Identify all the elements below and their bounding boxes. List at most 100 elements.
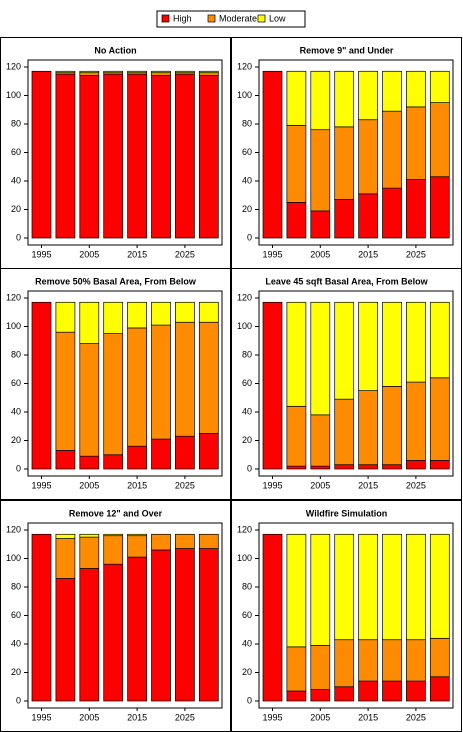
bar-segment [358,193,378,239]
y-tick-label: 120 [237,61,252,71]
y-tick-label: 60 [11,147,21,157]
bar-segment [127,301,147,329]
bar-segment [429,301,450,379]
bar-segment [127,73,147,239]
bar-segment [286,646,307,692]
y-tick-label: 0 [16,232,21,242]
bar-segment [334,301,355,400]
y-tick-label: 0 [247,695,252,705]
bar-segment [382,464,402,470]
x-tick-label: 2025 [406,480,426,490]
bar-segment [358,639,378,682]
bar-segment [175,548,195,702]
x-tick-label: 2015 [127,249,147,259]
bar-segment [175,533,195,549]
bar-segment [55,538,76,579]
bar-segment [127,535,147,558]
bar-segment [151,70,171,74]
x-tick-label: 1995 [262,480,282,490]
bar-segment [127,533,147,537]
panel-border [231,268,462,500]
bar-segment [103,70,124,74]
bar-segment [55,331,76,451]
bar-segment [286,301,307,407]
y-tick-label: 80 [11,349,21,359]
chart-title: Remove 9" and Under [300,45,394,55]
panel-border [0,268,231,500]
bar-segment [151,533,171,551]
bar-segment [151,549,171,702]
y-tick-label: 40 [242,406,252,416]
bar-segment [103,535,124,565]
bar-segment [79,70,100,74]
bar-segment [310,689,331,702]
x-tick-label: 2005 [79,249,99,259]
bar-segment [286,533,307,648]
x-tick-label: 1995 [31,712,51,722]
y-tick-label: 120 [237,524,252,534]
x-tick-label: 2015 [127,480,147,490]
bar-segment [358,119,378,195]
y-tick-label: 40 [242,638,252,648]
y-tick-label: 60 [242,610,252,620]
bar-segment [103,533,124,537]
y-tick-label: 120 [6,524,21,534]
bar-segment [334,70,355,128]
bar-segment [358,301,378,391]
bar-segment [151,75,171,239]
bar-segment [55,578,76,702]
bar-segment [198,75,219,239]
bar-segment [334,464,355,470]
bar-segment [429,637,450,678]
y-tick-label: 100 [6,553,21,563]
y-tick-label: 60 [242,147,252,157]
y-tick-label: 60 [11,610,21,620]
bar-segment [382,639,402,682]
x-tick-label: 2025 [406,249,426,259]
bar-segment [429,460,450,470]
bar-segment [175,70,195,74]
bar-segment [382,110,402,189]
y-tick-label: 0 [247,232,252,242]
y-tick-label: 40 [11,175,21,185]
bar-segment [79,455,100,470]
bar-segment [55,301,76,333]
bar-segment [406,70,426,108]
bar-segment [286,465,307,470]
bar-segment [151,324,171,440]
chart-title: Remove 50% Basal Area, From Below [35,276,197,286]
bar-segment [262,70,283,239]
y-tick-label: 0 [16,695,21,705]
bar-segment [55,73,76,239]
bar-segment [31,533,52,702]
bar-segment [382,680,402,702]
bar-segment [310,465,331,470]
y-tick-label: 80 [242,118,252,128]
bar-segment [79,75,100,239]
bar-segment [103,301,124,334]
bar-segment [406,301,426,383]
bar-segment [151,72,171,76]
legend-box [156,10,306,28]
bar-segment [262,301,283,470]
chart-title: Wildfire Simulation [306,508,387,518]
bar-segment [310,414,331,467]
bar-segment [382,386,402,466]
bar-segment [310,129,331,212]
bar-segment [79,72,100,76]
bar-segment [175,321,195,437]
y-tick-label: 100 [6,321,21,331]
bar-segment [358,680,378,702]
legend-label: High [173,13,192,23]
x-tick-label: 2005 [79,712,99,722]
bar-segment [151,438,171,470]
bar-segment [358,390,378,466]
y-tick-label: 20 [242,204,252,214]
bar-segment [198,433,219,470]
bar-segment [31,70,52,239]
bar-segment [310,301,331,416]
y-tick-label: 20 [242,667,252,677]
bar-segment [382,301,402,387]
x-tick-label: 2015 [358,480,378,490]
x-tick-label: 2025 [175,480,195,490]
